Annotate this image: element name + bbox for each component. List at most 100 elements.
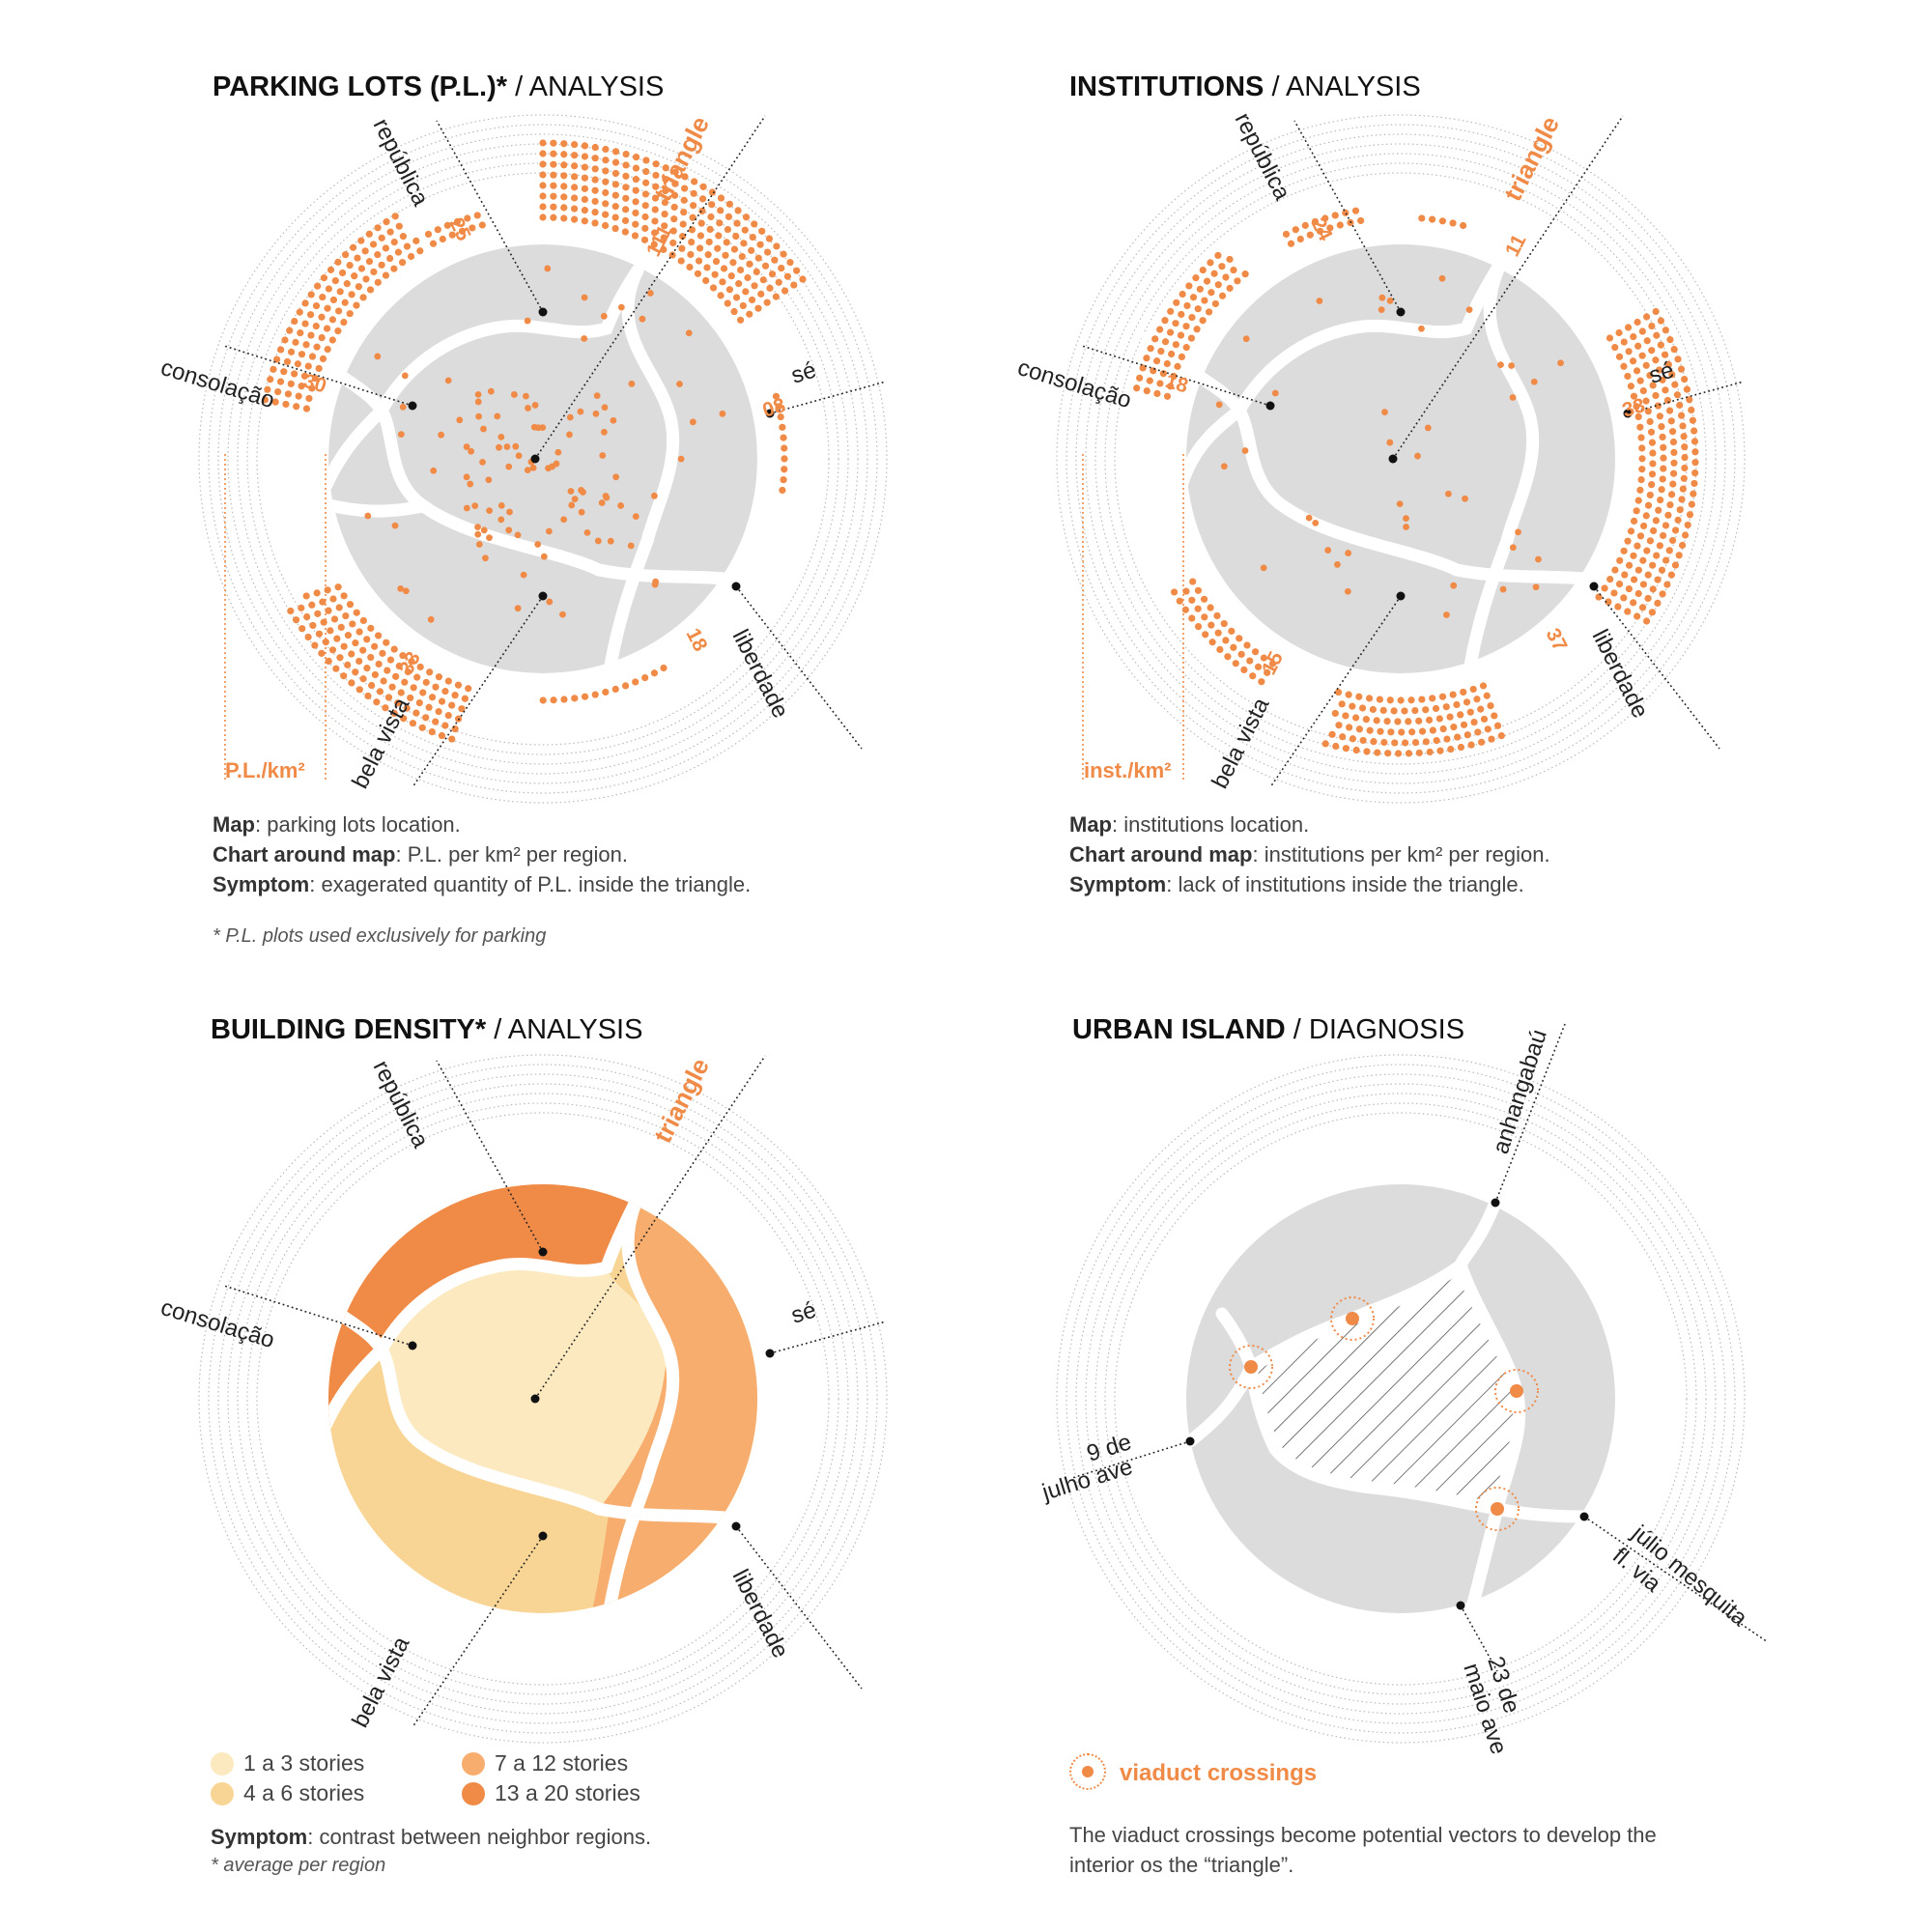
chart-dot	[660, 245, 668, 253]
chart-dot	[413, 673, 421, 681]
leader-liberdade	[1593, 585, 1720, 750]
location-point	[1378, 294, 1386, 301]
chart-dot	[1139, 364, 1147, 372]
chart-dot	[419, 689, 427, 696]
location-point	[566, 431, 573, 439]
chart-dot	[1681, 464, 1689, 472]
chart-dot	[778, 265, 785, 272]
parking-title-bold: PARKING LOTS (P.L.)*	[213, 71, 508, 102]
location-point	[1438, 274, 1446, 282]
location-point	[632, 513, 639, 521]
chart-dot	[1466, 708, 1474, 716]
chart-dot	[1193, 326, 1201, 333]
chart-dot	[1649, 382, 1657, 389]
chart-dot	[409, 720, 417, 727]
chart-dot	[302, 341, 310, 349]
chart-dot	[1677, 365, 1686, 373]
chart-dot	[340, 318, 348, 327]
chart-dot	[344, 632, 353, 639]
chart-dot	[1342, 209, 1350, 216]
chart-dot	[1637, 475, 1645, 484]
chart-dot	[1666, 336, 1674, 344]
chart-dot	[560, 204, 568, 212]
chart-dot	[1422, 738, 1430, 746]
chart-dot	[1654, 599, 1662, 608]
chart-dot	[1644, 594, 1652, 603]
chart-dot	[1595, 593, 1603, 601]
chart-dot	[771, 256, 779, 264]
location-point	[1424, 424, 1432, 432]
chart-dot	[1666, 501, 1674, 509]
chart-dot	[1477, 705, 1485, 713]
parking-caption-1-text: : parking lots location.	[255, 812, 461, 837]
chart-dot	[448, 735, 456, 743]
chart-dot	[346, 601, 355, 609]
chart-dot	[1648, 470, 1657, 478]
chart-dot	[1176, 597, 1183, 605]
chart-dot	[1610, 589, 1618, 597]
chart-dot	[781, 444, 788, 452]
chart-dot	[1156, 326, 1164, 333]
chart-dot	[384, 694, 393, 701]
chart-dot	[1667, 571, 1675, 579]
chart-dot	[1398, 728, 1406, 736]
location-point	[581, 335, 588, 342]
location-point	[612, 473, 620, 481]
chart-dot	[1401, 707, 1408, 715]
chart-dot	[365, 230, 373, 238]
chart-dot	[677, 257, 685, 265]
viaduct-crossing-dot	[1510, 1384, 1523, 1398]
chart-dot	[662, 164, 669, 172]
leader-se-anchor	[765, 1349, 775, 1358]
chart-dot	[1200, 595, 1208, 603]
chart-dot	[1642, 512, 1650, 520]
dotted-ring	[256, 1112, 830, 1686]
chart-dot	[754, 304, 762, 312]
chart-dot	[1630, 517, 1638, 526]
chart-dot	[394, 248, 403, 256]
chart-dot	[1653, 331, 1661, 339]
parking-label-bela-vista: bela vista	[347, 694, 414, 793]
parking-caption-2-bold: Chart around map	[213, 842, 396, 867]
chart-dot	[632, 186, 639, 194]
chart-dot	[1438, 693, 1447, 700]
chart-dot	[591, 176, 599, 184]
leader-triangle-anchor	[530, 454, 540, 464]
location-point	[497, 433, 505, 440]
chart-dot	[363, 636, 371, 643]
chart-dot	[1601, 584, 1608, 592]
location-point	[1557, 359, 1564, 367]
parking-caption-3-text: : exagerated quantity of P.L. inside the…	[309, 872, 752, 896]
chart-dot	[1321, 740, 1329, 748]
chart-dot	[448, 701, 456, 709]
chart-dot	[779, 423, 786, 431]
location-point	[1443, 611, 1450, 618]
leader-bela-vista-anchor	[538, 1531, 548, 1541]
chart-dot	[1172, 320, 1179, 327]
chart-dot	[371, 642, 379, 650]
chart-dot	[581, 207, 588, 214]
institutions-title-bold: INSTITUTIONS	[1069, 71, 1264, 102]
chart-dot	[539, 213, 547, 221]
chart-dot	[1143, 387, 1151, 395]
chart-dot	[1349, 735, 1356, 743]
chart-dot	[698, 207, 706, 215]
chart-dot	[282, 400, 290, 409]
location-point	[529, 464, 537, 471]
chart-dot	[1379, 706, 1387, 714]
chart-dot	[571, 141, 579, 149]
chart-dot	[1405, 718, 1412, 725]
dotted-ring	[246, 1102, 839, 1695]
chart-dot	[1226, 255, 1234, 264]
chart-dot	[1182, 587, 1190, 595]
chart-dot	[1168, 350, 1176, 358]
parking-caption-line-3: Symptom: exagerated quantity of P.L. ins…	[213, 869, 751, 899]
location-point	[534, 541, 542, 548]
chart-dot	[1636, 377, 1644, 384]
chart-dot	[1331, 709, 1339, 718]
chart-dot	[706, 225, 714, 233]
chart-dot	[739, 301, 747, 310]
chart-dot	[772, 293, 780, 300]
chart-dot	[780, 250, 787, 258]
leader-9-de-julho	[1071, 1440, 1191, 1479]
